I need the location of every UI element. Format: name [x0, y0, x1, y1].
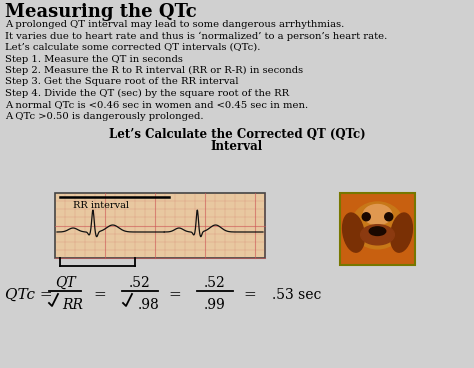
Ellipse shape	[361, 225, 394, 245]
Text: Interval: Interval	[211, 141, 263, 153]
Text: .53 sec: .53 sec	[272, 288, 321, 302]
Bar	[55, 193, 265, 258]
Text: =: =	[169, 288, 182, 302]
Ellipse shape	[363, 205, 392, 225]
Circle shape	[385, 213, 393, 221]
Text: Let’s calculate some corrected QT intervals (QTc).: Let’s calculate some corrected QT interv…	[5, 43, 260, 52]
Text: A prolonged QT interval may lead to some dangerous arrhythmias.: A prolonged QT interval may lead to some…	[5, 20, 344, 29]
Circle shape	[362, 213, 370, 221]
Text: Step 4. Divide the QT (sec) by the square root of the RR: Step 4. Divide the QT (sec) by the squar…	[5, 89, 289, 98]
Ellipse shape	[343, 213, 365, 252]
Text: RR: RR	[63, 298, 83, 312]
Ellipse shape	[391, 213, 412, 252]
Ellipse shape	[369, 227, 386, 236]
Text: .99: .99	[204, 298, 226, 312]
Text: It varies due to heart rate and thus is ‘normalized’ to a person’s heart rate.: It varies due to heart rate and thus is …	[5, 32, 387, 41]
Text: QTc =: QTc =	[5, 288, 53, 302]
Text: =: =	[94, 288, 106, 302]
Text: RR interval: RR interval	[73, 201, 129, 210]
Text: Measuring the QTc: Measuring the QTc	[5, 3, 197, 21]
Text: .52: .52	[204, 276, 226, 290]
Text: Step 1. Measure the QT in seconds: Step 1. Measure the QT in seconds	[5, 54, 183, 64]
Text: .98: .98	[138, 298, 160, 312]
Text: QT: QT	[55, 276, 75, 290]
Text: Let’s Calculate the Corrected QT (QTc): Let’s Calculate the Corrected QT (QTc)	[109, 127, 365, 141]
Text: A QTc >0.50 is dangerously prolonged.: A QTc >0.50 is dangerously prolonged.	[5, 112, 203, 121]
Text: .52: .52	[129, 276, 151, 290]
Bar	[340, 193, 415, 265]
Text: =: =	[244, 288, 256, 302]
Ellipse shape	[351, 202, 404, 249]
Text: A normal QTc is <0.46 sec in women and <0.45 sec in men.: A normal QTc is <0.46 sec in women and <…	[5, 100, 308, 110]
Text: Step 3. Get the Square root of the RR interval: Step 3. Get the Square root of the RR in…	[5, 78, 238, 86]
Text: Step 2. Measure the R to R interval (RR or R-R) in seconds: Step 2. Measure the R to R interval (RR …	[5, 66, 303, 75]
